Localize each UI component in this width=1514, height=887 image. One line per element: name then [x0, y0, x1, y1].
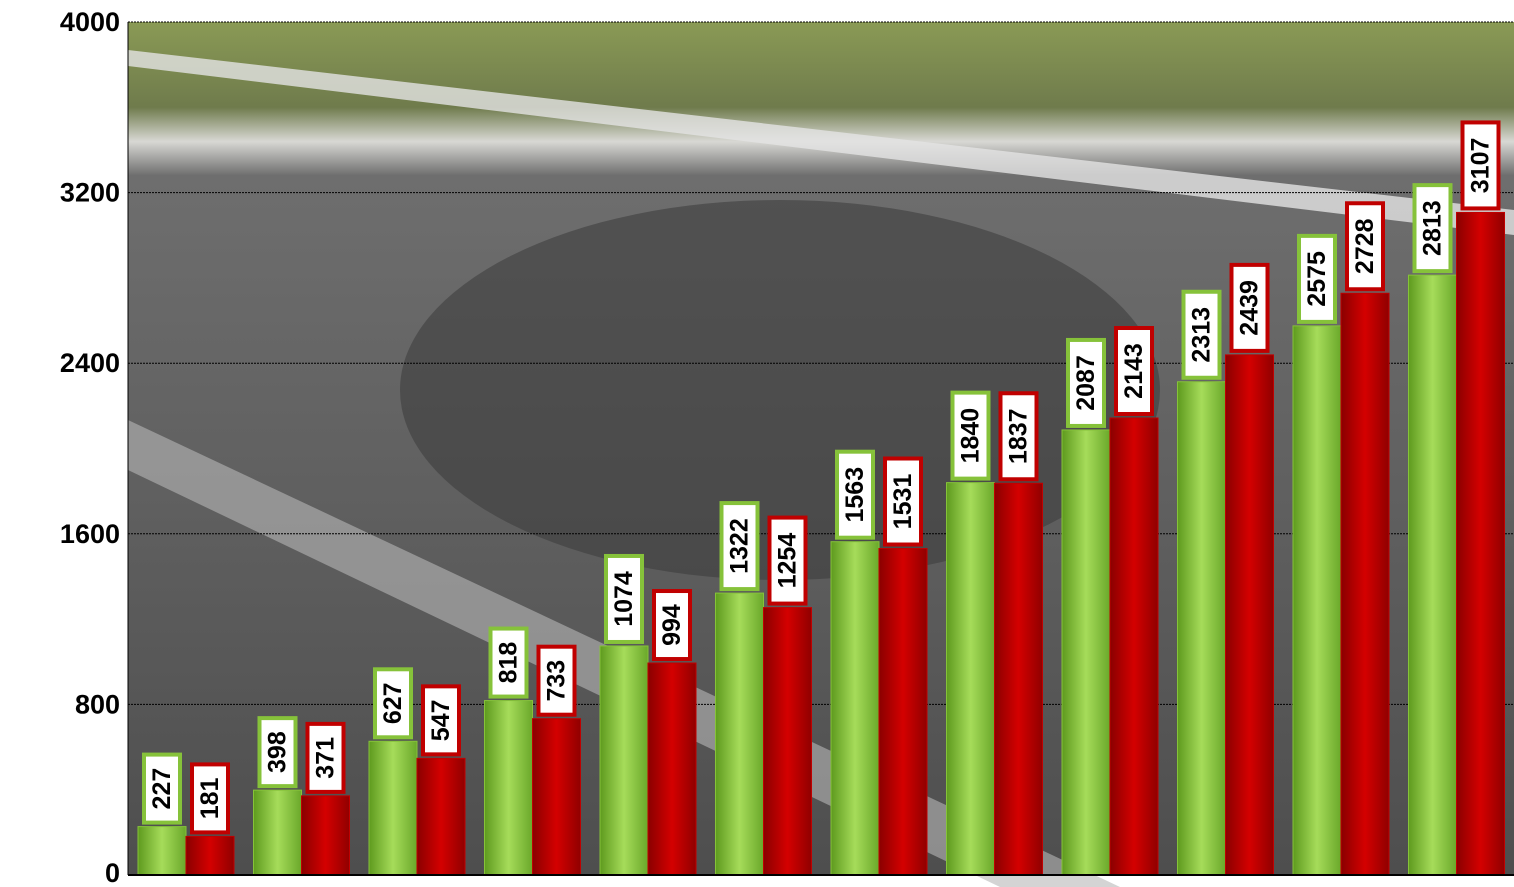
bar	[369, 741, 417, 875]
value-label-text: 1563	[841, 467, 869, 523]
value-label: 1563	[837, 452, 873, 538]
bar	[485, 701, 533, 875]
value-label: 2087	[1068, 340, 1104, 426]
value-label: 733	[539, 647, 575, 715]
value-label-text: 398	[264, 731, 292, 773]
value-label: 181	[192, 764, 228, 832]
bar	[600, 646, 648, 875]
value-label-text: 2439	[1236, 280, 1264, 336]
bar	[533, 719, 581, 875]
bar	[417, 758, 465, 875]
value-label-text: 627	[379, 682, 407, 724]
value-label: 227	[144, 755, 180, 823]
value-label: 818	[491, 629, 527, 697]
value-label-text: 2575	[1303, 251, 1331, 307]
y-tick-label: 800	[75, 689, 120, 719]
bar	[1110, 418, 1158, 875]
value-label: 2813	[1415, 185, 1451, 271]
bar	[138, 827, 186, 875]
bar	[947, 483, 995, 875]
bar	[1409, 275, 1457, 875]
value-label-text: 2143	[1120, 343, 1148, 399]
value-label: 1074	[606, 556, 642, 642]
value-label: 1322	[722, 503, 758, 589]
value-label-text: 1531	[889, 474, 917, 530]
value-label: 2575	[1299, 236, 1335, 322]
value-label-text: 371	[312, 737, 340, 779]
value-label: 2143	[1116, 328, 1152, 414]
value-label: 1840	[953, 393, 989, 479]
value-label-text: 818	[495, 642, 523, 684]
value-label-text: 1254	[774, 533, 802, 589]
value-label: 1837	[1001, 393, 1037, 479]
value-label-text: 2087	[1072, 355, 1100, 411]
value-label: 2313	[1184, 292, 1220, 378]
bar	[831, 542, 879, 875]
y-tick-label: 3200	[60, 178, 120, 208]
y-tick-label: 4000	[60, 7, 120, 37]
value-label: 3107	[1463, 122, 1499, 208]
bar	[648, 663, 696, 875]
value-label-text: 181	[196, 777, 224, 819]
value-label-text: 227	[148, 768, 176, 810]
value-label-text: 2813	[1419, 200, 1447, 256]
bar	[186, 836, 234, 875]
value-label-text: 1837	[1005, 408, 1033, 464]
y-tick-label: 2400	[60, 348, 120, 378]
value-label-text: 1840	[957, 408, 985, 464]
bar	[302, 796, 350, 875]
chart: 0 800 1600 2400 3200 4000 227 398 627 818 1074 1322…	[0, 0, 1514, 887]
value-label: 994	[654, 591, 690, 659]
value-label-text: 1322	[726, 518, 754, 574]
bar	[1341, 293, 1389, 875]
bar	[1457, 212, 1505, 875]
value-label: 1531	[885, 459, 921, 545]
bar	[1226, 355, 1274, 875]
bar	[879, 549, 927, 875]
value-label: 627	[375, 669, 411, 737]
page: 0 800 1600 2400 3200 4000 227 398 627 818 1074 1322…	[0, 0, 1514, 887]
value-label-text: 547	[427, 699, 455, 741]
value-label: 547	[423, 686, 459, 754]
bar	[1293, 326, 1341, 875]
value-label-text: 2313	[1188, 307, 1216, 363]
value-label: 1254	[770, 518, 806, 604]
value-label-text: 733	[543, 660, 571, 702]
value-label: 371	[308, 724, 344, 792]
value-label-text: 994	[658, 604, 686, 646]
bar	[1178, 382, 1226, 875]
y-tick-label: 1600	[60, 519, 120, 549]
value-label-text: 1074	[610, 571, 638, 627]
value-label-text: 3107	[1467, 138, 1495, 194]
bar	[764, 608, 812, 875]
value-label: 2728	[1347, 203, 1383, 289]
value-label: 2439	[1232, 265, 1268, 351]
bar	[254, 790, 302, 875]
bar	[716, 593, 764, 875]
bar	[995, 483, 1043, 875]
y-tick-label: 0	[105, 858, 120, 887]
bar	[1062, 430, 1110, 875]
value-label-text: 2728	[1351, 218, 1379, 274]
value-label: 398	[260, 718, 296, 786]
